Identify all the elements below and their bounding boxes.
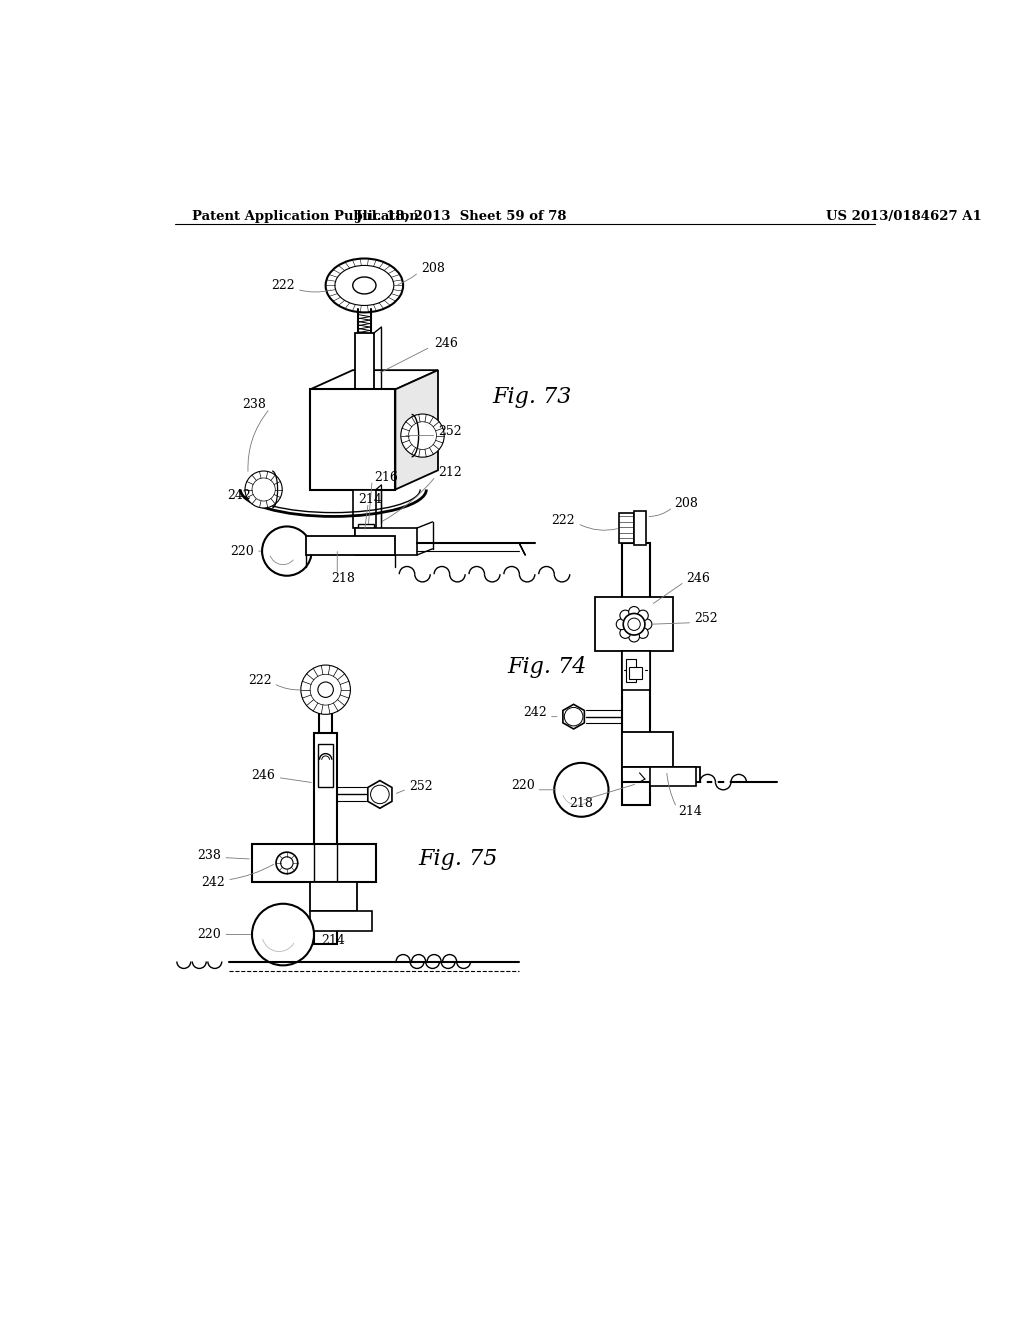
Circle shape <box>628 618 640 631</box>
Text: 246: 246 <box>434 337 458 350</box>
Circle shape <box>310 675 341 705</box>
Text: 214: 214 <box>678 805 702 818</box>
Text: 220: 220 <box>198 928 221 941</box>
Text: 238: 238 <box>198 849 221 862</box>
Text: 212: 212 <box>438 466 462 479</box>
Text: 214: 214 <box>358 492 383 506</box>
Bar <box>627 659 636 682</box>
Circle shape <box>252 478 275 502</box>
Circle shape <box>554 763 608 817</box>
Bar <box>355 333 374 536</box>
Text: 222: 222 <box>248 675 271 686</box>
Bar <box>358 524 374 539</box>
Polygon shape <box>310 370 438 389</box>
Circle shape <box>371 785 389 804</box>
Circle shape <box>317 682 334 697</box>
Text: 246: 246 <box>686 572 710 585</box>
Circle shape <box>616 619 627 630</box>
Text: 208: 208 <box>675 496 698 510</box>
Bar <box>630 667 642 678</box>
Circle shape <box>252 904 314 965</box>
Bar <box>355 528 417 554</box>
Text: 220: 220 <box>230 545 254 557</box>
Text: Jul. 18, 2013  Sheet 59 of 78: Jul. 18, 2013 Sheet 59 of 78 <box>356 210 566 223</box>
Text: 214: 214 <box>322 935 345 948</box>
Circle shape <box>624 614 645 635</box>
Bar <box>622 767 700 781</box>
Bar <box>352 490 376 528</box>
Text: 218: 218 <box>569 797 593 810</box>
Circle shape <box>629 631 640 642</box>
Bar <box>252 843 376 882</box>
Circle shape <box>276 853 298 874</box>
Text: 246: 246 <box>251 768 275 781</box>
Text: 222: 222 <box>552 513 575 527</box>
Circle shape <box>301 665 350 714</box>
Bar <box>595 597 673 651</box>
Circle shape <box>564 708 583 726</box>
Circle shape <box>641 619 652 630</box>
Circle shape <box>409 422 436 450</box>
Text: 242: 242 <box>201 875 225 888</box>
Circle shape <box>245 471 283 508</box>
Circle shape <box>400 414 444 457</box>
Bar <box>622 544 649 805</box>
Polygon shape <box>563 705 585 729</box>
Text: 242: 242 <box>522 706 547 719</box>
Circle shape <box>629 607 640 618</box>
Text: 208: 208 <box>421 261 444 275</box>
Text: 252: 252 <box>410 780 433 793</box>
Circle shape <box>637 627 648 639</box>
Text: 222: 222 <box>271 279 295 292</box>
Text: 242: 242 <box>226 490 251 502</box>
Text: Patent Application Publication: Patent Application Publication <box>191 210 418 223</box>
Bar <box>314 733 337 944</box>
Bar <box>306 536 395 554</box>
Text: 252: 252 <box>438 425 462 438</box>
Circle shape <box>281 857 293 869</box>
Bar <box>310 911 372 931</box>
Bar <box>310 389 395 490</box>
Text: US 2013/0184627 A1: US 2013/0184627 A1 <box>825 210 981 223</box>
Circle shape <box>262 527 311 576</box>
Polygon shape <box>368 780 392 808</box>
Polygon shape <box>395 370 438 490</box>
Bar <box>310 882 356 911</box>
Text: Fig. 73: Fig. 73 <box>493 387 571 408</box>
Text: 220: 220 <box>511 779 535 792</box>
Bar <box>622 651 649 689</box>
Bar <box>649 767 696 785</box>
Bar <box>317 744 334 787</box>
Text: 216: 216 <box>375 471 398 484</box>
Circle shape <box>620 627 631 639</box>
Text: 238: 238 <box>242 399 266 412</box>
Text: Fig. 74: Fig. 74 <box>508 656 587 677</box>
Text: Fig. 75: Fig. 75 <box>419 849 498 870</box>
Bar <box>618 512 634 544</box>
Circle shape <box>620 610 631 620</box>
Text: 218: 218 <box>332 572 355 585</box>
Text: 252: 252 <box>693 612 718 626</box>
Circle shape <box>637 610 648 620</box>
Bar <box>622 733 673 767</box>
Bar <box>634 511 646 545</box>
